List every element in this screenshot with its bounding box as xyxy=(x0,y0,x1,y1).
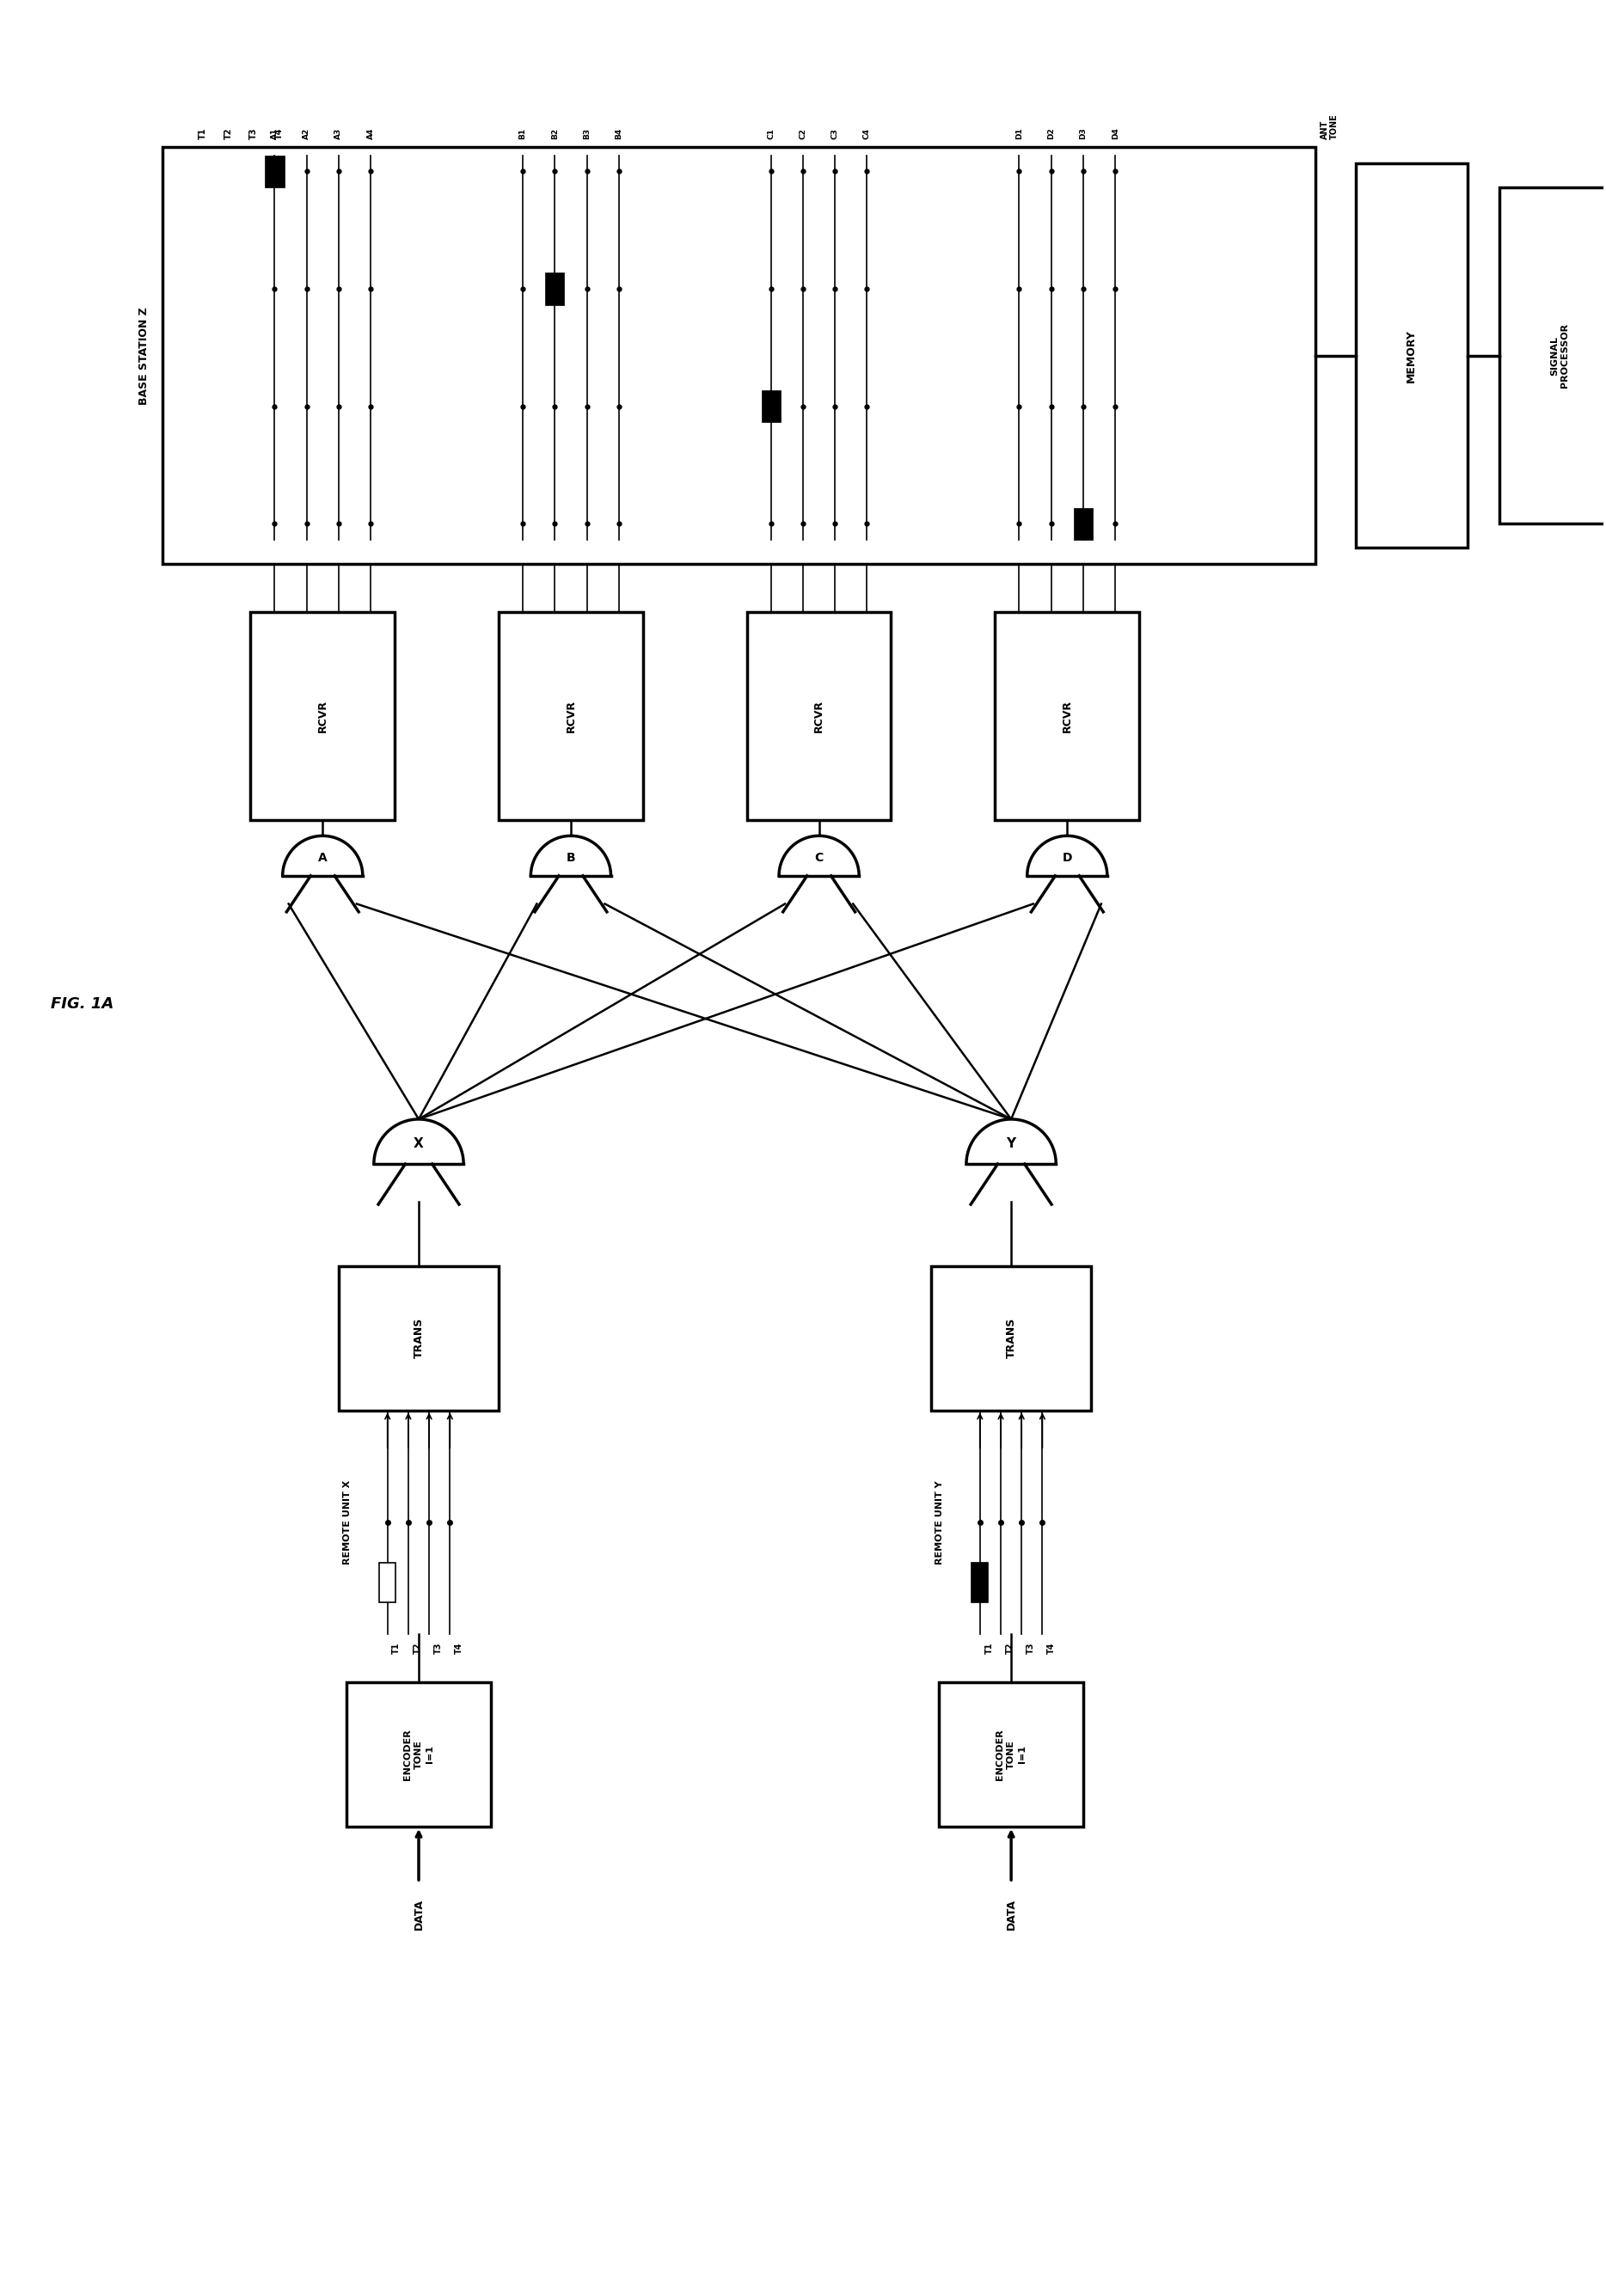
Text: T3: T3 xyxy=(1026,1642,1034,1653)
Polygon shape xyxy=(374,1118,464,1164)
Polygon shape xyxy=(283,836,363,875)
Text: D: D xyxy=(1062,852,1073,863)
Text: D2: D2 xyxy=(1047,129,1055,140)
Bar xyxy=(996,611,1139,820)
Bar xyxy=(972,1561,988,1603)
Text: RCVR: RCVR xyxy=(813,700,824,732)
Text: MEMORY: MEMORY xyxy=(1405,328,1416,381)
Polygon shape xyxy=(532,836,610,875)
Text: RCVR: RCVR xyxy=(316,700,328,732)
Text: X: X xyxy=(414,1137,424,1150)
Text: B4: B4 xyxy=(615,129,623,140)
Text: T4: T4 xyxy=(454,1642,464,1653)
Text: RCVR: RCVR xyxy=(565,700,577,732)
Text: RCVR: RCVR xyxy=(1062,700,1073,732)
Text: TRANS: TRANS xyxy=(413,1318,424,1359)
Text: ENCODER
TONE
I=1: ENCODER TONE I=1 xyxy=(403,1729,434,1779)
Bar xyxy=(265,156,284,188)
Text: T3: T3 xyxy=(249,129,259,140)
Text: A2: A2 xyxy=(304,129,310,140)
Text: DATA: DATA xyxy=(413,1899,424,1929)
Text: D1: D1 xyxy=(1015,129,1023,140)
Bar xyxy=(544,273,564,305)
Text: T1: T1 xyxy=(392,1642,402,1653)
Text: ANT
TONE: ANT TONE xyxy=(1320,115,1339,140)
Text: ENCODER
TONE
I=1: ENCODER TONE I=1 xyxy=(996,1729,1026,1779)
Text: T3: T3 xyxy=(434,1642,443,1653)
Text: A4: A4 xyxy=(366,129,374,140)
Bar xyxy=(1073,507,1092,540)
Text: DATA: DATA xyxy=(1005,1899,1017,1929)
Text: B3: B3 xyxy=(583,129,591,140)
Bar xyxy=(347,1683,491,1828)
Text: T2: T2 xyxy=(1005,1642,1013,1653)
Text: T2: T2 xyxy=(413,1642,422,1653)
Text: C4: C4 xyxy=(862,129,870,140)
Text: C: C xyxy=(814,852,824,863)
Text: A3: A3 xyxy=(334,129,342,140)
Text: C3: C3 xyxy=(832,129,838,140)
Text: B1: B1 xyxy=(519,129,527,140)
Text: REMOTE UNIT Y: REMOTE UNIT Y xyxy=(936,1481,944,1564)
Bar xyxy=(940,1683,1082,1828)
Text: B: B xyxy=(567,852,575,863)
Bar xyxy=(1355,163,1468,549)
Text: T1: T1 xyxy=(984,1642,994,1653)
Bar xyxy=(931,1265,1090,1410)
Text: T4: T4 xyxy=(275,129,284,140)
Bar xyxy=(499,611,642,820)
Text: C2: C2 xyxy=(800,129,806,140)
Bar xyxy=(1500,188,1606,523)
Bar xyxy=(379,1561,395,1603)
Text: D3: D3 xyxy=(1079,129,1087,140)
Text: A1: A1 xyxy=(271,129,278,140)
Bar xyxy=(339,1265,499,1410)
Bar xyxy=(761,390,781,422)
Text: TRANS: TRANS xyxy=(1005,1318,1017,1359)
Bar xyxy=(162,147,1315,563)
Text: D4: D4 xyxy=(1111,129,1119,140)
Text: B2: B2 xyxy=(551,129,559,140)
Text: C1: C1 xyxy=(768,129,774,140)
Text: T4: T4 xyxy=(1047,1642,1055,1653)
Text: T1: T1 xyxy=(198,129,207,140)
Text: SIGNAL
PROCESSOR: SIGNAL PROCESSOR xyxy=(1550,324,1569,388)
Bar xyxy=(747,611,891,820)
Polygon shape xyxy=(1028,836,1107,875)
Polygon shape xyxy=(967,1118,1057,1164)
Text: A: A xyxy=(318,852,328,863)
Polygon shape xyxy=(779,836,859,875)
Text: BASE STATION Z: BASE STATION Z xyxy=(138,308,149,404)
Text: FIG. 1A: FIG. 1A xyxy=(50,996,114,1013)
Text: REMOTE UNIT X: REMOTE UNIT X xyxy=(344,1481,352,1564)
Text: T2: T2 xyxy=(223,129,233,140)
Bar xyxy=(251,611,395,820)
Text: Y: Y xyxy=(1007,1137,1017,1150)
